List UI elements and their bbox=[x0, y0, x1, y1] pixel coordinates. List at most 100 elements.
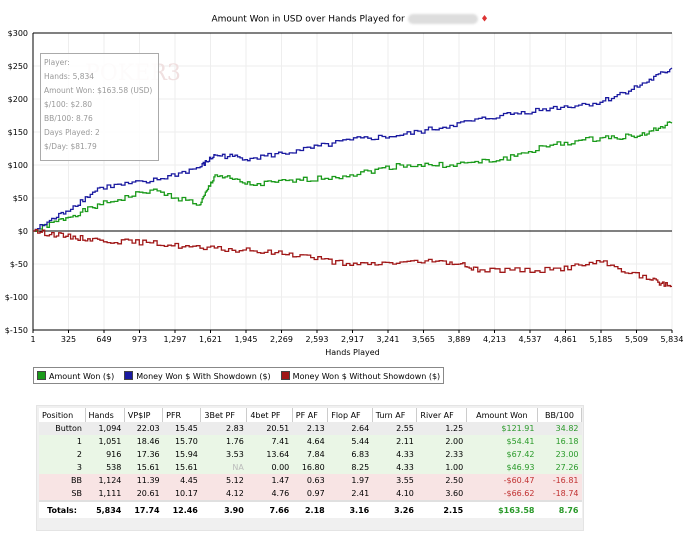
table-cell: 7.84 bbox=[292, 448, 328, 461]
legend-item[interactable]: Money Won $ With Showdown ($) bbox=[124, 370, 271, 381]
table-cell: 3.16 bbox=[327, 500, 373, 518]
x-tick-label: 4,213 bbox=[483, 335, 506, 344]
column-header[interactable]: Turn AF bbox=[372, 408, 418, 422]
table-cell: $46.93 bbox=[466, 461, 538, 474]
x-tick-label: 3,565 bbox=[412, 335, 435, 344]
table-cell: 0.63 bbox=[292, 474, 328, 487]
x-tick-label: 1,945 bbox=[235, 335, 258, 344]
table-cell: 12.46 bbox=[162, 500, 201, 518]
table-cell: -$66.62 bbox=[466, 487, 538, 501]
column-header[interactable]: PF AF bbox=[292, 408, 329, 422]
column-header[interactable]: PFR bbox=[162, 408, 202, 422]
chart-title-text: Amount Won in USD over Hands Played for bbox=[211, 14, 405, 25]
table-cell: SB bbox=[39, 487, 85, 501]
table-cell: 5.12 bbox=[200, 474, 247, 487]
table-cell: 2.83 bbox=[200, 422, 247, 435]
poker-chip-icon: ♦ bbox=[480, 14, 489, 25]
series-line bbox=[33, 229, 673, 288]
table-row[interactable]: Button 1,094 22.03 15.45 2.83 20.51 2.13 2.64 2.… bbox=[39, 422, 582, 435]
table-cell: 7.66 bbox=[246, 500, 293, 518]
x-tick-label: 4,861 bbox=[554, 335, 577, 344]
column-header[interactable]: Flop AF bbox=[327, 408, 373, 422]
table-cell: 1.76 bbox=[200, 435, 247, 448]
table-cell: 10.17 bbox=[162, 487, 201, 501]
table-cell: 1.00 bbox=[416, 461, 467, 474]
x-tick-label: 973 bbox=[132, 335, 147, 344]
table-cell: $163.58 bbox=[466, 500, 538, 518]
x-tick-label: 325 bbox=[61, 335, 76, 344]
table-cell: 5,834 bbox=[85, 500, 125, 518]
table-cell: 1.25 bbox=[416, 422, 467, 435]
y-tick-label: $-50 bbox=[10, 260, 28, 269]
table-cell: 15.70 bbox=[162, 435, 201, 448]
table-cell: 1,094 bbox=[85, 422, 125, 435]
column-header[interactable]: Hands bbox=[85, 408, 125, 422]
table-cell: -$60.47 bbox=[466, 474, 538, 487]
table-cell: 34.82 bbox=[537, 422, 582, 435]
table-cell: 17.74 bbox=[124, 500, 163, 518]
table-row[interactable]: SB 1,111 20.61 10.17 4.12 4.76 0.97 2.41 4.10 3.6… bbox=[39, 487, 582, 501]
table-cell: 7.41 bbox=[246, 435, 293, 448]
y-tick-label: $-150 bbox=[5, 326, 28, 335]
x-tick-label: 1 bbox=[30, 335, 35, 344]
table-cell: 1,124 bbox=[85, 474, 125, 487]
column-header[interactable]: 4bet PF bbox=[246, 408, 293, 422]
series-line bbox=[33, 67, 673, 232]
table-cell: 3.90 bbox=[200, 500, 247, 518]
position-stats-table: Position Hands VP$IP PFR 3Bet PF 4bet PF PF AF… bbox=[36, 405, 584, 531]
legend-item[interactable]: Money Won $ Without Showdown ($) bbox=[280, 370, 440, 381]
table-row[interactable]: 3 538 15.61 15.61 NA 0.00 16.80 8.25 4.33 1.00 $46… bbox=[39, 461, 582, 474]
y-tick-label: $0 bbox=[18, 227, 28, 236]
table-row[interactable]: 1 1,051 18.46 15.70 1.76 7.41 4.64 5.44 2.11 2.00… bbox=[39, 435, 582, 448]
table-cell: 15.45 bbox=[162, 422, 201, 435]
table-cell: 538 bbox=[85, 461, 125, 474]
column-header[interactable]: Position bbox=[39, 408, 86, 422]
table-cell: 8.76 bbox=[537, 500, 582, 518]
totals-row[interactable]: Totals: 5,834 17.74 12.46 3.90 7.66 2.18 3.16 3.… bbox=[39, 500, 582, 518]
table-cell: 3 bbox=[39, 461, 85, 474]
x-tick-label: 2,917 bbox=[341, 335, 364, 344]
legend-item[interactable]: Amount Won ($) bbox=[37, 370, 114, 381]
table-row[interactable]: BB 1,124 11.39 4.45 5.12 1.47 0.63 1.97 3.55 2.50… bbox=[39, 474, 582, 487]
table-cell: 2.50 bbox=[416, 474, 467, 487]
info-bb100: BB/100: 8.76 bbox=[44, 114, 93, 123]
y-tick-label: $200 bbox=[8, 95, 28, 104]
table-cell: 16.18 bbox=[537, 435, 582, 448]
column-header[interactable]: BB/100 bbox=[537, 408, 582, 422]
table-row[interactable]: 2 916 17.36 15.94 3.53 13.64 7.84 6.83 4.33 2.33 $… bbox=[39, 448, 582, 461]
table-cell: 2.33 bbox=[416, 448, 467, 461]
table-cell: 17.36 bbox=[124, 448, 163, 461]
column-header[interactable]: Amount Won bbox=[466, 408, 539, 422]
chart-title: Amount Won in USD over Hands Played for … bbox=[0, 14, 700, 25]
table-cell: 13.64 bbox=[246, 448, 293, 461]
info-amount-won: Amount Won: $163.58 (USD) bbox=[44, 86, 153, 95]
x-tick-label: 1,297 bbox=[164, 335, 187, 344]
column-header[interactable]: VP$IP bbox=[124, 408, 164, 422]
table-cell: 27.26 bbox=[537, 461, 582, 474]
info-per100: $/100: $2.80 bbox=[44, 100, 92, 109]
table-cell: 1,111 bbox=[85, 487, 125, 501]
table-cell: 4.45 bbox=[162, 474, 201, 487]
table-cell: 11.39 bbox=[124, 474, 163, 487]
table-cell: 1.97 bbox=[327, 474, 373, 487]
info-perday: $/Day: $81.79 bbox=[44, 142, 97, 151]
table-cell: 0.97 bbox=[292, 487, 328, 501]
table-cell: 3.53 bbox=[200, 448, 247, 461]
table-cell: 2.15 bbox=[416, 500, 467, 518]
column-header[interactable]: 3Bet PF bbox=[200, 408, 248, 422]
redacted-player-name bbox=[407, 14, 478, 24]
x-tick-label: 3,889 bbox=[448, 335, 471, 344]
table-cell: 0.00 bbox=[246, 461, 293, 474]
table-cell: Button bbox=[39, 422, 85, 435]
column-header[interactable]: River AF bbox=[416, 408, 467, 422]
table-cell: 4.12 bbox=[200, 487, 247, 501]
x-tick-label: 5,185 bbox=[590, 335, 613, 344]
series-line bbox=[33, 120, 673, 233]
player-info-box: Player: Hands: 5,834 Amount Won: $163.58… bbox=[40, 53, 159, 161]
table-cell: 20.51 bbox=[246, 422, 293, 435]
table-cell: 2.64 bbox=[327, 422, 373, 435]
table-cell: 16.80 bbox=[292, 461, 328, 474]
axes bbox=[32, 33, 672, 331]
table-cell: -16.81 bbox=[537, 474, 582, 487]
table-cell: 6.83 bbox=[327, 448, 373, 461]
